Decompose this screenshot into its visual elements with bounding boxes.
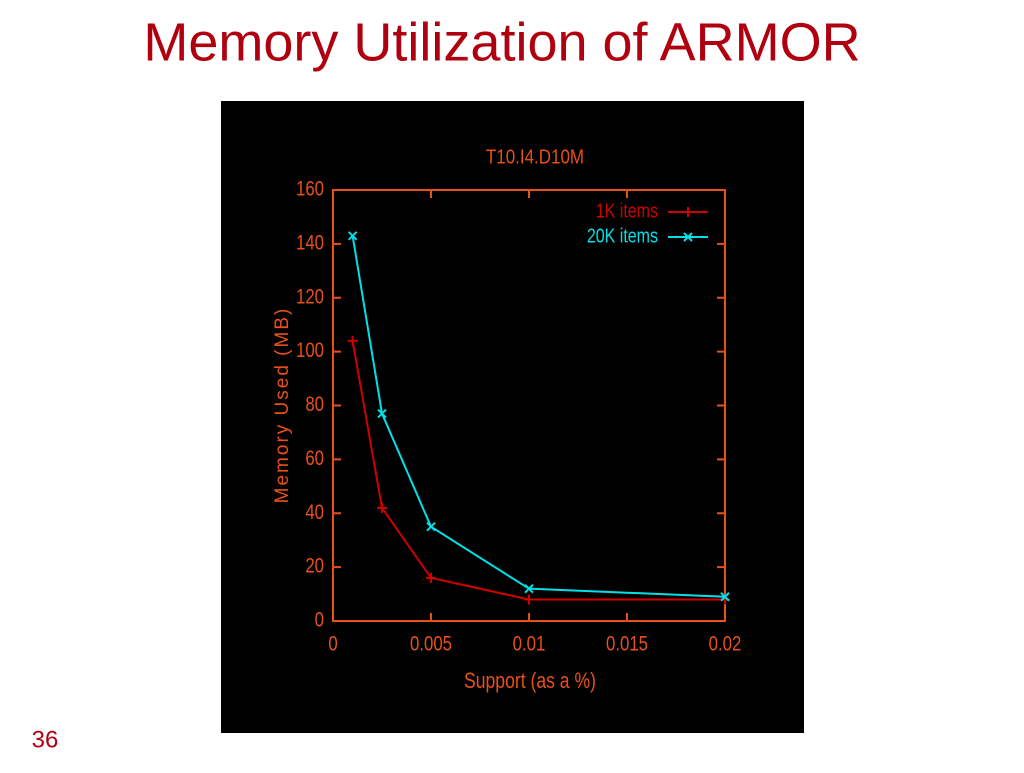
x-tick-label: 0 — [328, 633, 337, 656]
data-point — [426, 522, 436, 532]
chart-panel — [221, 101, 804, 733]
chart-title: T10.I4.D10M — [486, 145, 584, 168]
x-tick-label: 0.01 — [513, 633, 546, 656]
y-axis-label: Memory Used (MB) — [272, 307, 293, 504]
legend-label: 1K items — [596, 200, 658, 222]
y-tick-label: 100 — [296, 339, 324, 362]
legend-marker — [683, 232, 693, 242]
x-tick-label: 0.005 — [410, 633, 452, 656]
data-point — [347, 335, 358, 346]
page-number: 36 — [32, 726, 59, 753]
legend-label: 20K items — [587, 225, 658, 247]
y-tick-label: 120 — [296, 286, 324, 309]
x-tick-label: 0.015 — [606, 633, 648, 656]
data-point — [426, 572, 436, 583]
y-tick-label: 80 — [305, 393, 324, 416]
slide-title: Memory Utilization of ARMOR — [143, 12, 860, 72]
y-tick-label: 20 — [305, 555, 324, 578]
data-point — [377, 408, 387, 419]
data-point — [720, 592, 730, 602]
data-point — [524, 594, 534, 605]
data-point — [347, 231, 358, 241]
y-tick-label: 40 — [305, 501, 324, 524]
y-tick-label: 140 — [296, 232, 324, 255]
data-point — [377, 502, 387, 513]
y-tick-label: 0 — [315, 609, 324, 632]
data-point — [524, 583, 534, 594]
x-tick-label: 0.02 — [709, 633, 742, 656]
y-tick-label: 160 — [296, 178, 324, 201]
legend-marker — [683, 207, 693, 217]
x-axis-label: Support (as a %) — [464, 669, 596, 693]
y-tick-label: 60 — [305, 447, 324, 470]
